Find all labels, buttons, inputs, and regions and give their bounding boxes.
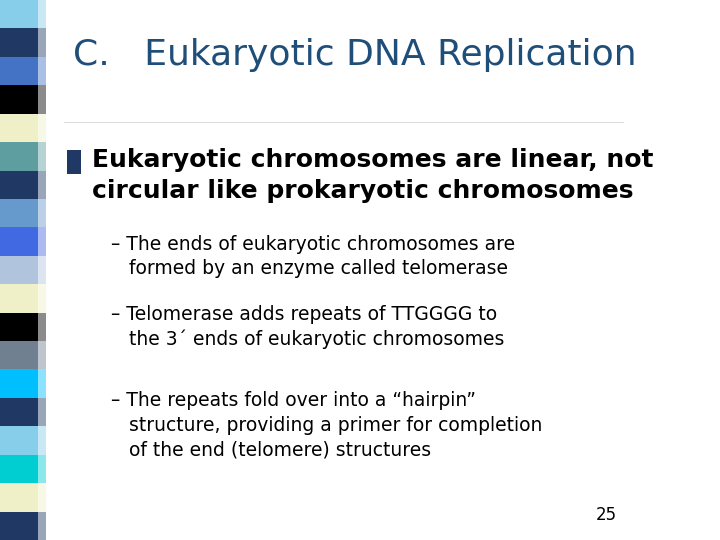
- FancyBboxPatch shape: [0, 171, 46, 199]
- FancyBboxPatch shape: [0, 256, 46, 284]
- FancyBboxPatch shape: [0, 511, 46, 540]
- FancyBboxPatch shape: [38, 0, 56, 540]
- FancyBboxPatch shape: [0, 483, 46, 511]
- FancyBboxPatch shape: [0, 85, 46, 114]
- FancyBboxPatch shape: [0, 284, 46, 313]
- FancyBboxPatch shape: [0, 455, 46, 483]
- Text: – The ends of eukaryotic chromosomes are
   formed by an enzyme called telomeras: – The ends of eukaryotic chromosomes are…: [111, 235, 516, 278]
- Text: C.   Eukaryotic DNA Replication: C. Eukaryotic DNA Replication: [73, 38, 636, 72]
- FancyBboxPatch shape: [0, 0, 46, 29]
- Text: – Telomerase adds repeats of TTGGGG to
   the 3´ ends of eukaryotic chromosomes: – Telomerase adds repeats of TTGGGG to t…: [111, 305, 505, 349]
- FancyBboxPatch shape: [0, 369, 46, 398]
- FancyBboxPatch shape: [0, 426, 46, 455]
- FancyBboxPatch shape: [67, 150, 81, 174]
- Text: 25: 25: [595, 506, 616, 524]
- Text: – The repeats fold over into a “hairpin”
   structure, providing a primer for co: – The repeats fold over into a “hairpin”…: [111, 392, 543, 459]
- FancyBboxPatch shape: [0, 227, 46, 256]
- FancyBboxPatch shape: [0, 199, 46, 227]
- FancyBboxPatch shape: [0, 313, 46, 341]
- Text: Eukaryotic chromosomes are linear, not
circular like prokaryotic chromosomes: Eukaryotic chromosomes are linear, not c…: [92, 148, 654, 203]
- FancyBboxPatch shape: [0, 341, 46, 369]
- FancyBboxPatch shape: [0, 398, 46, 426]
- FancyBboxPatch shape: [0, 29, 46, 57]
- FancyBboxPatch shape: [0, 57, 46, 85]
- FancyBboxPatch shape: [0, 142, 46, 171]
- FancyBboxPatch shape: [0, 114, 46, 142]
